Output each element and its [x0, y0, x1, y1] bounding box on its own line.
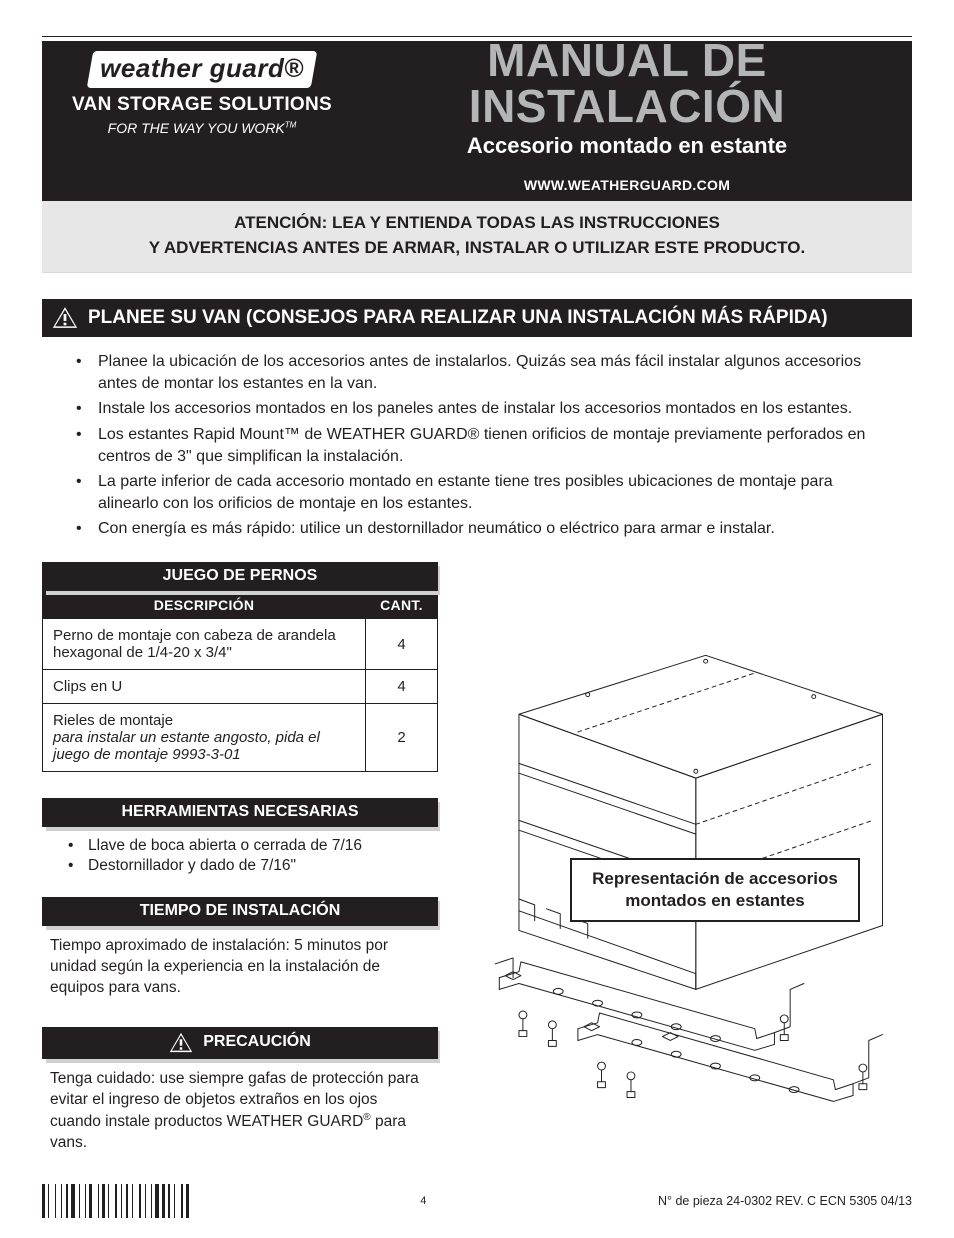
- attention-line2: Y ADVERTENCIAS ANTES DE ARMAR, INSTALAR …: [82, 236, 872, 261]
- bolt-desc: Clips en U: [43, 670, 366, 704]
- tip-item: La parte inferior de cada accesorio mont…: [98, 471, 894, 514]
- bolt-qty: 2: [366, 704, 438, 772]
- time-title: TIEMPO DE INSTALACIÓN: [42, 897, 438, 926]
- tip-item: Con energía es más rápido: utilice un de…: [98, 518, 894, 540]
- table-row: Rieles de montaje para instalar un estan…: [43, 704, 438, 772]
- caution-text: Tenga cuidado: use siempre gafas de prot…: [42, 1059, 438, 1156]
- brand-logo-reg: ®: [284, 53, 304, 84]
- header-right: MANUAL DE INSTALACIÓN Accesorio montado …: [352, 47, 902, 193]
- tool-item: Destornillador y dado de 7/16": [88, 857, 428, 875]
- plan-heading-bar: PLANEE SU VAN (CONSEJOS PARA REALIZAR UN…: [42, 299, 912, 337]
- brand-url: WWW.WEATHERGUARD.COM: [352, 177, 902, 193]
- manual-title: MANUAL DE INSTALACIÓN: [352, 37, 902, 129]
- table-row: Clips en U 4: [43, 670, 438, 704]
- page-number: 4: [420, 1195, 426, 1207]
- header-left: weather guard® VAN STORAGE SOLUTIONS FOR…: [52, 47, 352, 193]
- tools-list: Llave de boca abierta o cerrada de 7/16 …: [42, 827, 438, 879]
- tip-item: Planee la ubicación de los accesorios an…: [98, 351, 894, 394]
- bolt-col-qty: CANT.: [366, 592, 438, 619]
- tagline: FOR THE WAY YOU WORKTM: [58, 120, 346, 136]
- tools-title: HERRAMIENTAS NECESARIAS: [42, 798, 438, 827]
- bolt-col-desc: DESCRIPCIÓN: [43, 592, 366, 619]
- time-title-wrap: TIEMPO DE INSTALACIÓN: [42, 897, 438, 926]
- bolt-desc: Rieles de montaje para instalar un estan…: [43, 704, 366, 772]
- tools-title-wrap: HERRAMIENTAS NECESARIAS: [42, 798, 438, 827]
- brand-logo-text: weather guard: [100, 53, 284, 84]
- vss-line: VAN STORAGE SOLUTIONS: [58, 94, 346, 116]
- attention-line1: ATENCIÓN: LEA Y ENTIENDA TODAS LAS INSTR…: [82, 211, 872, 236]
- bolt-qty: 4: [366, 670, 438, 704]
- figure-caption: Representación de accesorios montados en…: [570, 858, 860, 922]
- bolt-qty: 4: [366, 619, 438, 670]
- revision-text: N° de pieza 24-0302 REV. C ECN 5305 04/1…: [658, 1194, 912, 1208]
- attention-banner: ATENCIÓN: LEA Y ENTIENDA TODAS LAS INSTR…: [42, 201, 912, 273]
- warning-icon: [169, 1032, 193, 1053]
- barcode: [42, 1184, 189, 1218]
- page-footer: 4 N° de pieza 24-0302 REV. C ECN 5305 04…: [42, 1184, 912, 1218]
- header-bar: weather guard® VAN STORAGE SOLUTIONS FOR…: [42, 41, 912, 201]
- shelf-diagram: [460, 562, 912, 1122]
- plan-heading-text: PLANEE SU VAN (CONSEJOS PARA REALIZAR UN…: [88, 307, 828, 329]
- tip-item: Instale los accesorios montados en los p…: [98, 398, 894, 420]
- tool-item: Llave de boca abierta o cerrada de 7/16: [88, 837, 428, 855]
- manual-subtitle: Accesorio montado en estante: [352, 133, 902, 159]
- bolt-table-title-wrap: JUEGO DE PERNOS: [42, 562, 438, 591]
- table-row: Perno de montaje con cabeza de arandela …: [43, 619, 438, 670]
- figure-area: Representación de accesorios montados en…: [460, 562, 912, 1122]
- warning-icon: [52, 306, 78, 329]
- brand-logo: weather guard®: [84, 49, 319, 90]
- tip-item: Los estantes Rapid Mount™ de WEATHER GUA…: [98, 424, 894, 467]
- time-text: Tiempo aproximado de instalación: 5 minu…: [42, 926, 438, 1001]
- tips-list: Planee la ubicación de los accesorios an…: [42, 337, 912, 546]
- caution-title: PRECAUCIÓN: [42, 1027, 438, 1059]
- caution-title-wrap: PRECAUCIÓN: [42, 1027, 438, 1059]
- bolt-table: DESCRIPCIÓN CANT. Perno de montaje con c…: [42, 591, 438, 772]
- bolt-table-title: JUEGO DE PERNOS: [42, 562, 438, 591]
- bolt-desc: Perno de montaje con cabeza de arandela …: [43, 619, 366, 670]
